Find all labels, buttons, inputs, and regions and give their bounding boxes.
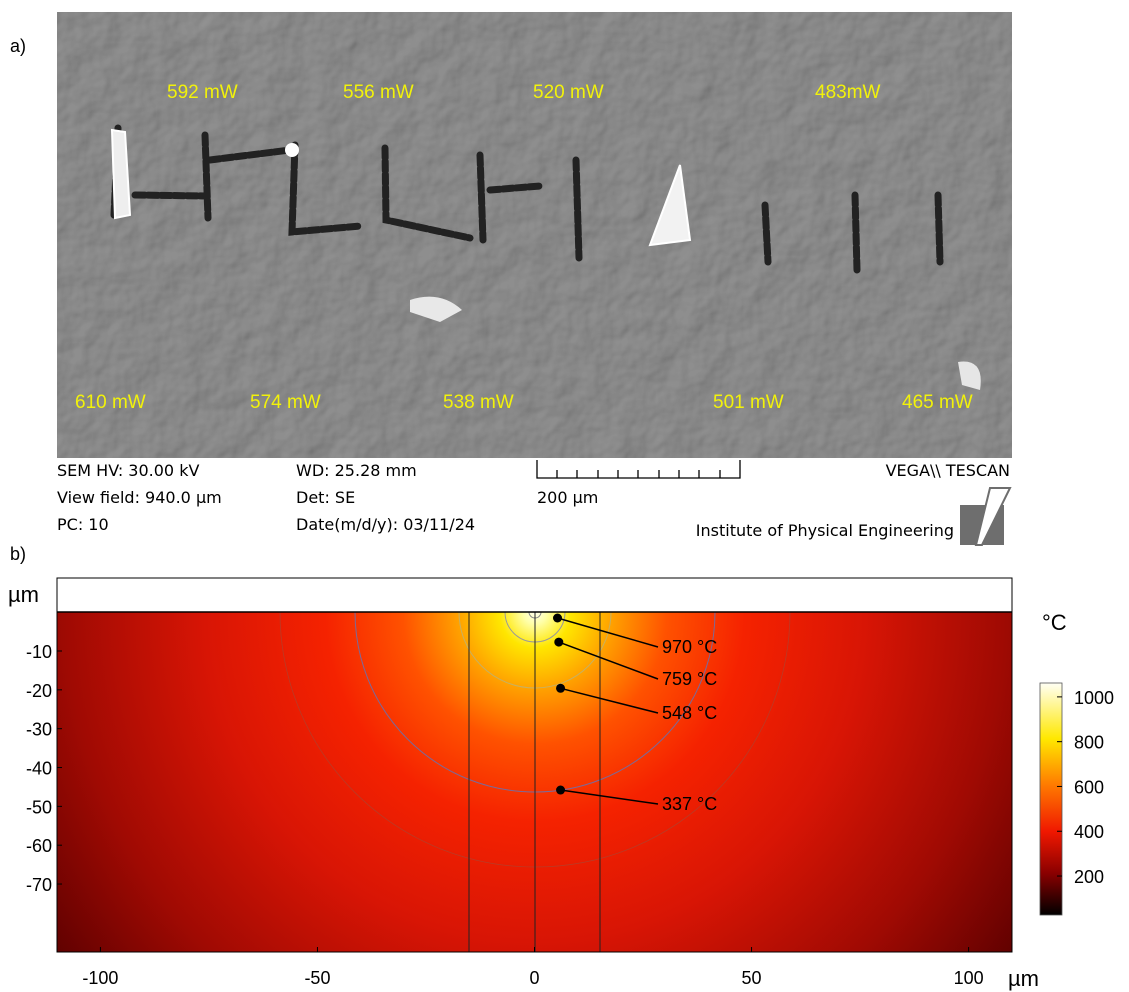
- colorbar: [1040, 683, 1062, 915]
- info-text: Date(m/d/y): 03/11/24: [296, 515, 475, 534]
- brand: VEGA\\ TESCAN: [886, 461, 1010, 480]
- power-label: 483mW: [815, 82, 881, 103]
- x-tick-label: 0: [529, 968, 539, 988]
- power-label: 574 mW: [250, 392, 321, 413]
- y-tick-label: -40: [26, 759, 52, 779]
- info-text: PC: 10: [57, 515, 109, 534]
- y-tick-label: -60: [26, 836, 52, 856]
- x-tick-label: 100: [954, 968, 984, 988]
- colorbar-unit: °C: [1042, 610, 1067, 635]
- y-tick-label: -50: [26, 797, 52, 817]
- probe-label: 970 °C: [662, 637, 717, 657]
- probe-point: [554, 638, 563, 647]
- sem-texture: [57, 12, 1012, 458]
- x-tick-label: -100: [82, 968, 118, 988]
- power-label: 520 mW: [533, 82, 604, 103]
- institute: Institute of Physical Engineering: [696, 521, 954, 540]
- info-text: Det: SE: [296, 488, 355, 507]
- panel-label: b): [10, 544, 26, 564]
- scale-bar: [537, 460, 740, 478]
- colorbar-tick-label: 600: [1074, 777, 1104, 797]
- probe-point: [556, 684, 565, 693]
- info-text: SEM HV: 30.00 kV: [57, 461, 199, 480]
- x-unit: µm: [1008, 966, 1039, 991]
- info-text: WD: 25.28 mm: [296, 461, 417, 480]
- power-label: 556 mW: [343, 82, 414, 103]
- probe-label: 337 °C: [662, 794, 717, 814]
- power-label: 465 mW: [902, 392, 973, 413]
- x-tick-label: -50: [304, 968, 330, 988]
- y-tick-label: -30: [26, 720, 52, 740]
- power-label: 501 mW: [713, 392, 784, 413]
- y-tick-label: -20: [26, 681, 52, 701]
- colorbar-tick-label: 1000: [1074, 688, 1114, 708]
- y-tick-label: -10: [26, 642, 52, 662]
- power-label: 538 mW: [443, 392, 514, 413]
- power-label: 610 mW: [75, 392, 146, 413]
- probe-point: [556, 786, 565, 795]
- power-label: 592 mW: [167, 82, 238, 103]
- colorbar-tick-label: 400: [1074, 822, 1104, 842]
- y-unit: µm: [8, 582, 39, 607]
- scale-text: 200 µm: [537, 488, 598, 507]
- figure: a) 592 mW 556 mW 520 mW 483mW 610 mW 574 mW 53…: [0, 0, 1129, 992]
- info-text: View field: 940.0 µm: [57, 488, 222, 507]
- probe-label: 548 °C: [662, 703, 717, 723]
- panel-label: a): [10, 36, 26, 56]
- x-tick-label: 50: [742, 968, 762, 988]
- sem-info: SEM HV: 30.00 kV View field: 940.0 µm PC…: [57, 460, 1010, 545]
- y-tick-label: -70: [26, 875, 52, 895]
- probe-label: 759 °C: [662, 669, 717, 689]
- colorbar-tick-label: 200: [1074, 867, 1104, 887]
- probe-point: [553, 614, 562, 623]
- colorbar-tick-label: 800: [1074, 733, 1104, 753]
